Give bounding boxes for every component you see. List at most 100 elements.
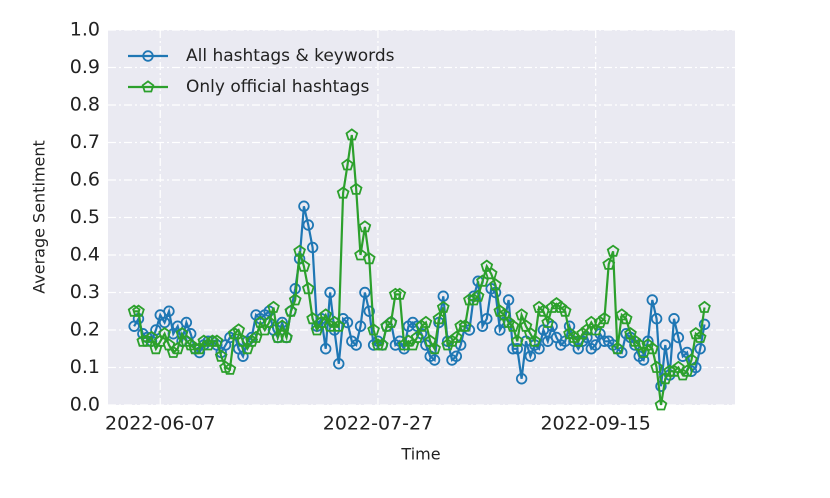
- y-tick-label: 0.9: [70, 56, 100, 78]
- marker: [645, 341, 659, 355]
- marker: [336, 186, 350, 199]
- marker: [524, 350, 537, 362]
- marker: [142, 50, 154, 62]
- marker: [180, 316, 193, 329]
- marker: [654, 398, 668, 411]
- marker: [362, 252, 376, 265]
- marker: [698, 318, 711, 331]
- marker: [324, 286, 336, 299]
- marker: [693, 330, 707, 343]
- y-tick-label: 0.7: [70, 131, 100, 153]
- marker: [489, 278, 502, 291]
- marker: [506, 319, 520, 332]
- marker: [428, 354, 441, 366]
- marker: [698, 300, 711, 313]
- marker: [380, 319, 394, 332]
- marker: [249, 330, 263, 343]
- marker: [436, 300, 450, 313]
- marker: [349, 182, 363, 195]
- marker: [275, 319, 289, 332]
- marker: [388, 287, 402, 300]
- marker: [450, 350, 463, 362]
- marker: [611, 341, 624, 355]
- marker: [694, 343, 706, 355]
- marker: [227, 326, 241, 340]
- marker: [650, 360, 664, 373]
- marker: [210, 334, 224, 347]
- marker: [432, 311, 446, 325]
- y-tick-label: 0.0: [70, 394, 100, 416]
- marker: [145, 330, 158, 343]
- marker: [141, 80, 155, 93]
- y-axis-label: Average Sentiment: [30, 140, 49, 294]
- marker: [127, 304, 141, 317]
- marker: [602, 257, 616, 270]
- marker: [371, 338, 385, 351]
- marker: [454, 319, 468, 332]
- marker: [667, 364, 681, 377]
- x-axis-label: Time: [400, 445, 440, 464]
- marker: [375, 338, 389, 351]
- marker: [223, 362, 237, 375]
- marker: [576, 326, 589, 340]
- marker: [158, 326, 171, 340]
- marker: [510, 334, 524, 347]
- marker: [606, 244, 620, 257]
- marker: [685, 353, 698, 366]
- marker: [646, 294, 658, 306]
- marker: [293, 244, 306, 257]
- marker: [502, 294, 515, 306]
- series: [127, 128, 711, 411]
- marker: [593, 315, 607, 328]
- marker: [449, 330, 463, 343]
- marker: [306, 241, 319, 254]
- y-tick-label: 0.5: [70, 206, 100, 228]
- marker: [597, 311, 611, 325]
- legend-label: Only official hashtags: [186, 77, 369, 97]
- marker: [341, 158, 354, 171]
- marker: [140, 334, 154, 347]
- marker: [672, 331, 685, 344]
- marker: [245, 334, 259, 347]
- marker: [132, 304, 145, 317]
- marker: [458, 319, 472, 332]
- marker: [467, 293, 481, 306]
- legend-label: All hashtags & keywords: [186, 46, 395, 66]
- marker: [558, 304, 572, 317]
- marker: [680, 364, 694, 377]
- marker: [166, 345, 180, 358]
- y-tick-label: 0.2: [70, 319, 100, 341]
- marker: [511, 343, 523, 355]
- marker: [471, 289, 485, 302]
- marker: [384, 315, 398, 328]
- marker: [650, 313, 663, 325]
- marker: [659, 339, 672, 351]
- marker: [288, 293, 302, 306]
- marker: [367, 323, 380, 336]
- marker: [262, 315, 276, 328]
- marker: [214, 349, 228, 362]
- y-tick-label: 0.4: [70, 244, 100, 266]
- marker: [358, 220, 372, 233]
- marker: [297, 259, 311, 272]
- marker: [410, 330, 424, 343]
- marker: [419, 315, 433, 328]
- y-tick-label: 0.3: [70, 281, 100, 303]
- y-tick-label: 1.0: [70, 19, 100, 41]
- marker: [302, 219, 314, 231]
- marker: [668, 313, 680, 325]
- marker: [484, 266, 498, 280]
- legend: All hashtags & keywords Only official has…: [128, 46, 395, 97]
- marker: [415, 319, 428, 332]
- marker: [676, 368, 690, 381]
- marker: [267, 300, 280, 313]
- marker: [188, 341, 202, 355]
- marker: [298, 200, 310, 212]
- y-tick-label: 0.8: [70, 94, 100, 116]
- marker: [345, 128, 359, 141]
- marker: [528, 334, 542, 347]
- marker: [350, 339, 362, 351]
- y-tick-label: 0.6: [70, 169, 100, 191]
- marker: [333, 358, 345, 370]
